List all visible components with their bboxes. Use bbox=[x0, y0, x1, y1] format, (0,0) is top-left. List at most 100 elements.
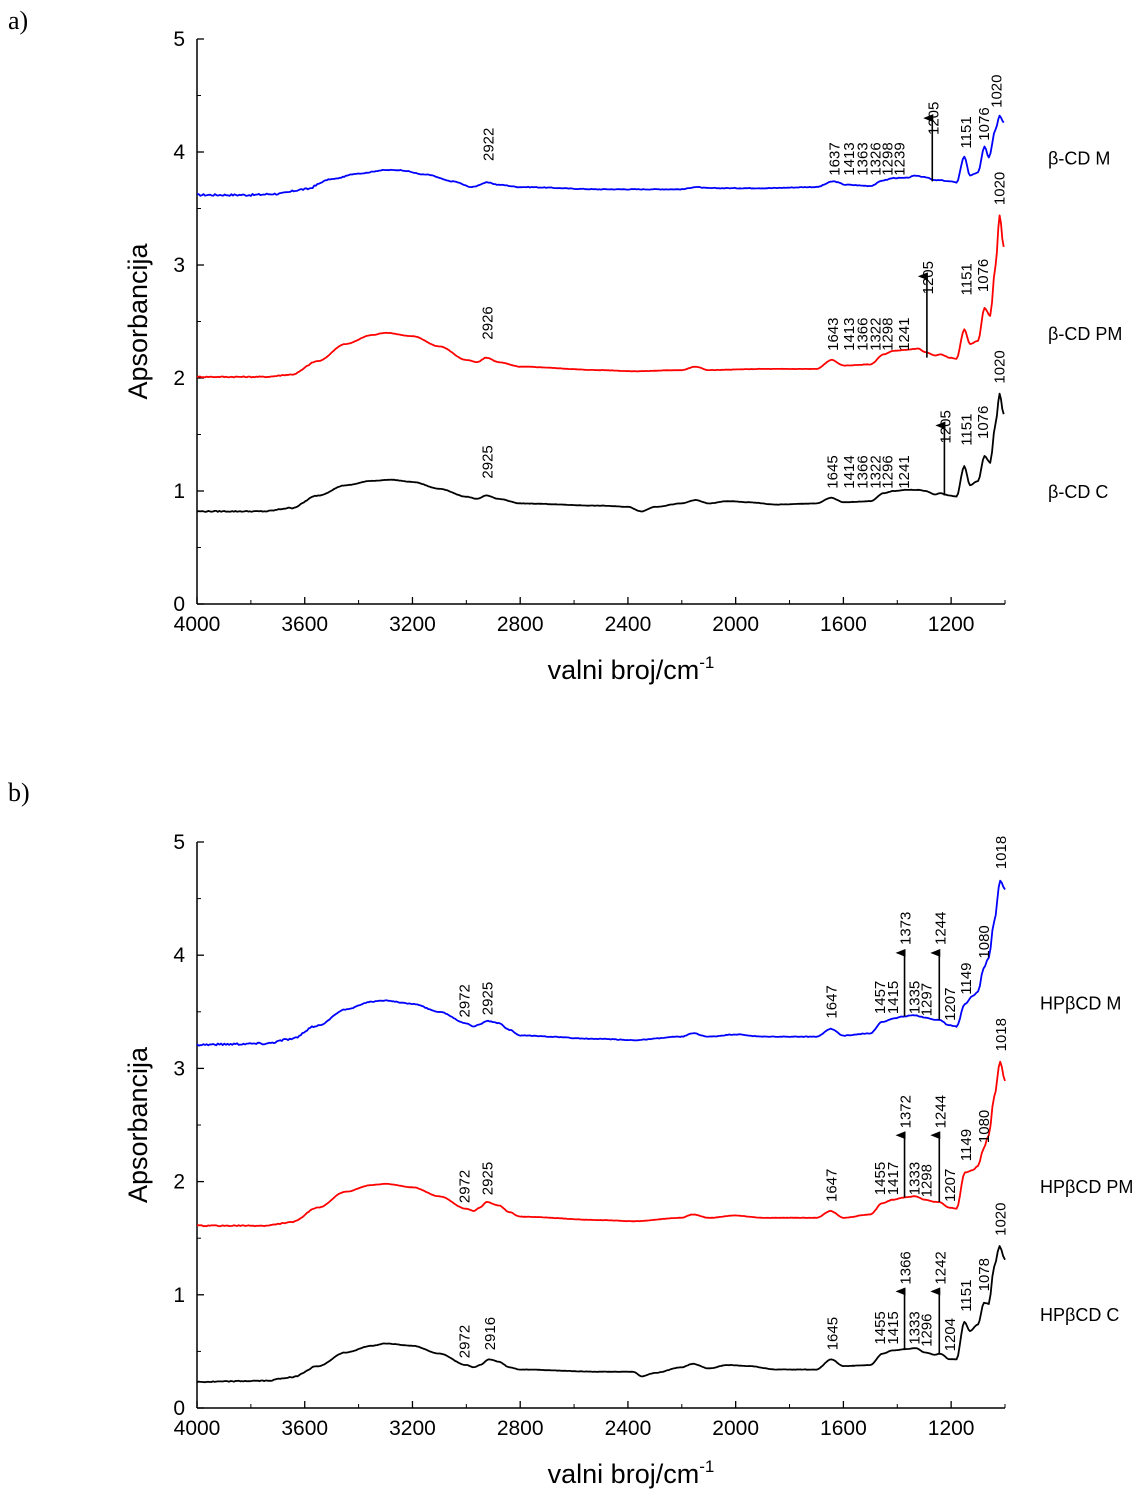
y-axis-title: Apsorbancija bbox=[123, 242, 153, 399]
peak-label: 1239 bbox=[892, 142, 909, 175]
series-line bbox=[196, 1060, 1006, 1228]
peak-label: 2922 bbox=[480, 128, 497, 161]
peak-label: 1455 bbox=[872, 1311, 889, 1344]
x-tick-label: 1200 bbox=[928, 1417, 975, 1440]
peak-label: 1414 bbox=[841, 455, 858, 488]
peak-label: 1151 bbox=[959, 263, 976, 295]
series-line bbox=[196, 879, 1006, 1047]
peak-label: 1296 bbox=[919, 1314, 936, 1347]
peak-label: 1363 bbox=[855, 142, 872, 175]
legend-label: HPβCD M bbox=[1040, 994, 1121, 1014]
peak-label: 1020 bbox=[991, 350, 1008, 383]
peak-label: 1335 bbox=[906, 981, 923, 1014]
peak-label: 1637 bbox=[826, 142, 843, 175]
peak-label: 1647 bbox=[824, 1169, 841, 1202]
y-axis-title: Apsorbancija bbox=[123, 1046, 153, 1203]
panel-label-b: b) bbox=[8, 778, 30, 807]
peak-label: 1205 bbox=[920, 261, 937, 294]
peak-label: 1149 bbox=[958, 963, 975, 995]
chart-panel-b: 0 1 2 3 4 5 4000 3600 3200 2800 2400 2000 1600 1200 Ap… bbox=[123, 831, 1133, 1489]
peak-label: 1020 bbox=[991, 172, 1008, 205]
x-tick-label: 3600 bbox=[281, 1417, 328, 1440]
x-tick-label: 1600 bbox=[820, 1417, 867, 1440]
peak-label: 2972 bbox=[457, 1170, 474, 1203]
peak-label: 1241 bbox=[896, 318, 913, 351]
x-tick-label: 2000 bbox=[712, 1417, 759, 1440]
peak-label: 2916 bbox=[482, 1317, 499, 1350]
peak-label: 1207 bbox=[942, 988, 959, 1021]
x-tick-label: 3600 bbox=[281, 613, 328, 636]
x-axis-title-exponent: -1 bbox=[699, 653, 714, 672]
x-tick-label: 2800 bbox=[497, 1417, 544, 1440]
x-axis-title: valni broj/cm-1 bbox=[548, 1457, 715, 1489]
y-tick-label: 0 bbox=[173, 1397, 185, 1420]
peak-label: 1241 bbox=[896, 455, 913, 488]
y-tick-label: 3 bbox=[173, 254, 185, 277]
peak-label: 2925 bbox=[480, 1162, 497, 1195]
chart-panel-a: 0 1 2 3 4 5 4000 3600 3200 2800 2400 2000 1600 1200 Ap… bbox=[123, 28, 1122, 685]
y-tick-label: 5 bbox=[173, 28, 185, 51]
y-tick-label: 4 bbox=[173, 141, 185, 164]
legend-label: HPβCD C bbox=[1040, 1305, 1119, 1325]
peak-label: 1298 bbox=[919, 1164, 936, 1197]
peak-label: 2925 bbox=[480, 445, 497, 478]
y-tick-label: 0 bbox=[173, 593, 185, 616]
peak-label: 1415 bbox=[885, 1311, 902, 1344]
peak-label: 1457 bbox=[872, 981, 889, 1014]
peak-label: 1647 bbox=[824, 985, 841, 1018]
peak-label: 1151 bbox=[958, 116, 975, 148]
legend-label: β-CD C bbox=[1048, 482, 1108, 502]
y-tick-label: 2 bbox=[173, 367, 185, 390]
peak-label: 1297 bbox=[919, 983, 936, 1016]
peak-label: 1455 bbox=[872, 1162, 889, 1195]
peak-label: 1366 bbox=[898, 1251, 915, 1284]
peak-label: 1076 bbox=[975, 406, 992, 439]
peak-label: 1078 bbox=[976, 1258, 993, 1291]
legend-label: β-CD PM bbox=[1048, 324, 1122, 344]
peak-label: 2926 bbox=[479, 306, 496, 339]
peak-label: 1645 bbox=[824, 1317, 841, 1350]
peak-label: 1322 bbox=[867, 318, 884, 351]
x-axis-title: valni broj/cm-1 bbox=[548, 653, 715, 685]
peak-label: 1415 bbox=[885, 981, 902, 1014]
x-tick-label: 3200 bbox=[389, 613, 436, 636]
peak-label: 1413 bbox=[841, 142, 858, 175]
x-tick-label: 2400 bbox=[605, 613, 652, 636]
x-tick-label: 2800 bbox=[497, 613, 544, 636]
x-tick-label: 1600 bbox=[820, 613, 867, 636]
y-tick-label: 2 bbox=[173, 1171, 185, 1194]
peak-label: 1333 bbox=[906, 1311, 923, 1344]
y-tick-label: 3 bbox=[173, 1057, 185, 1080]
peak-label: 1366 bbox=[855, 318, 872, 351]
peak-label: 2925 bbox=[480, 982, 497, 1015]
peak-label: 1080 bbox=[976, 1110, 993, 1143]
y-tick-label: 4 bbox=[173, 944, 185, 967]
y-tick-label: 5 bbox=[173, 831, 185, 854]
peak-label: 1151 bbox=[959, 414, 976, 446]
peak-label: 1207 bbox=[942, 1169, 959, 1202]
peak-label: 1645 bbox=[824, 455, 841, 488]
peak-label: 1366 bbox=[855, 455, 872, 488]
series-line bbox=[196, 392, 1005, 513]
x-tick-label: 4000 bbox=[174, 1417, 221, 1440]
peak-label: 1204 bbox=[942, 1318, 959, 1351]
peak-label: 1372 bbox=[898, 1095, 915, 1128]
peak-label: 2972 bbox=[457, 984, 474, 1017]
peak-label: 1018 bbox=[993, 1018, 1010, 1051]
peak-label: 1296 bbox=[880, 455, 897, 488]
peak-label: 1076 bbox=[975, 259, 992, 292]
peak-label: 1413 bbox=[841, 318, 858, 351]
peak-label: 1322 bbox=[867, 455, 884, 488]
peak-label: 1205 bbox=[925, 102, 942, 135]
peak-label: 1244 bbox=[932, 912, 949, 945]
series-line bbox=[197, 114, 1005, 197]
peak-label: 2972 bbox=[457, 1325, 474, 1358]
peak-label: 1080 bbox=[976, 925, 993, 958]
peak-label: 1020 bbox=[989, 75, 1006, 108]
x-tick-label: 2400 bbox=[605, 1417, 652, 1440]
series-line bbox=[196, 1245, 1006, 1384]
legend-label: β-CD M bbox=[1048, 149, 1110, 169]
peak-label: 1326 bbox=[867, 142, 884, 175]
legend-label: HPβCD PM bbox=[1040, 1177, 1133, 1197]
